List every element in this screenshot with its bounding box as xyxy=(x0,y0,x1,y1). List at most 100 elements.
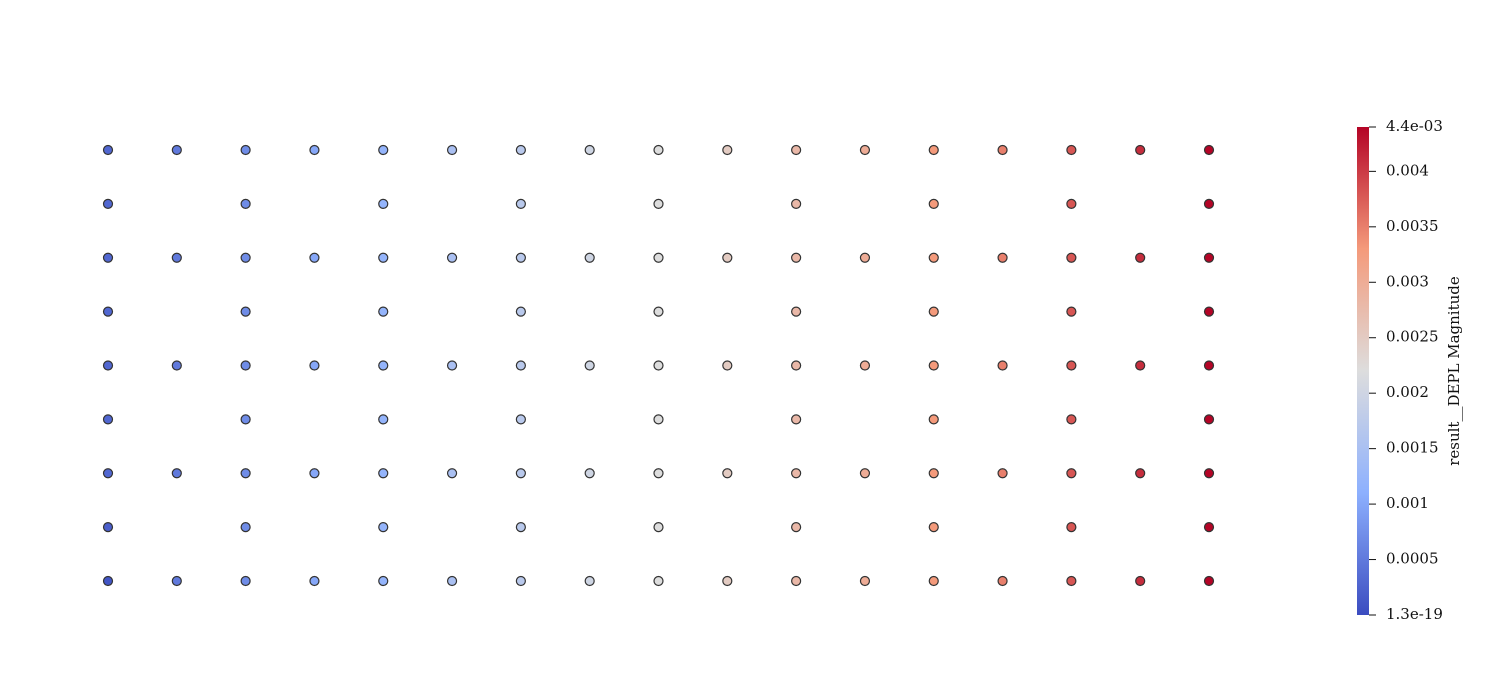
point xyxy=(584,575,595,587)
point xyxy=(928,252,939,263)
point xyxy=(378,468,389,479)
point xyxy=(1203,306,1215,317)
point xyxy=(653,144,664,156)
point xyxy=(791,414,802,425)
point xyxy=(928,522,939,533)
point xyxy=(722,575,733,587)
point xyxy=(1135,575,1146,587)
point xyxy=(378,360,389,371)
point xyxy=(171,144,182,156)
point xyxy=(240,414,251,425)
point xyxy=(722,144,733,156)
point xyxy=(722,468,733,479)
point xyxy=(722,252,733,263)
point xyxy=(791,198,802,209)
point xyxy=(997,144,1008,156)
point xyxy=(378,414,389,425)
point xyxy=(997,360,1008,371)
point xyxy=(928,360,939,371)
point xyxy=(515,522,526,533)
point xyxy=(446,468,458,479)
point xyxy=(1203,198,1215,209)
colorbar-tick-label: 0.003 xyxy=(1386,272,1429,290)
point xyxy=(1066,144,1077,156)
point xyxy=(515,252,526,263)
point xyxy=(791,575,802,587)
point xyxy=(309,360,320,371)
point xyxy=(653,522,664,533)
point xyxy=(240,522,251,533)
point xyxy=(515,360,526,371)
point xyxy=(446,252,458,263)
point xyxy=(171,252,182,263)
point xyxy=(515,306,526,317)
colorbar-tick-label: 0.0015 xyxy=(1386,439,1439,457)
point xyxy=(1066,414,1077,425)
point xyxy=(240,198,251,209)
point xyxy=(1066,252,1077,263)
point xyxy=(378,252,389,263)
point xyxy=(928,198,939,209)
point xyxy=(1203,252,1215,263)
point xyxy=(1135,252,1146,263)
point xyxy=(102,522,114,533)
point xyxy=(1066,522,1077,533)
point xyxy=(1203,522,1215,533)
point xyxy=(997,468,1008,479)
point xyxy=(515,144,526,156)
point xyxy=(928,144,939,156)
point xyxy=(102,360,114,371)
point xyxy=(584,144,595,156)
point xyxy=(102,414,114,425)
point xyxy=(1066,360,1077,371)
point xyxy=(928,414,939,425)
point xyxy=(653,306,664,317)
point xyxy=(1203,144,1215,156)
point xyxy=(859,575,871,587)
point xyxy=(102,198,114,209)
colorbar-tick-label: 1.3e-19 xyxy=(1386,605,1443,623)
point xyxy=(791,144,802,156)
point xyxy=(515,414,526,425)
point xyxy=(515,198,526,209)
point xyxy=(1135,360,1146,371)
point xyxy=(378,198,389,209)
point xyxy=(1066,575,1077,587)
point xyxy=(309,144,320,156)
point xyxy=(1066,468,1077,479)
point xyxy=(928,306,939,317)
point xyxy=(997,575,1008,587)
colorbar-tick-label: 4.4e-03 xyxy=(1386,117,1443,135)
point xyxy=(240,306,251,317)
point xyxy=(102,575,114,587)
point xyxy=(378,575,389,587)
point xyxy=(446,360,458,371)
point xyxy=(791,522,802,533)
point xyxy=(240,252,251,263)
point xyxy=(653,252,664,263)
point xyxy=(584,252,595,263)
point xyxy=(997,252,1008,263)
point xyxy=(1135,144,1146,156)
point xyxy=(240,360,251,371)
point xyxy=(791,306,802,317)
point xyxy=(240,575,251,587)
colorbar-tick-label: 0.0005 xyxy=(1386,550,1439,568)
colorbar-label: result__DEPL Magnitude xyxy=(1445,276,1463,466)
point xyxy=(102,144,114,156)
point xyxy=(240,144,251,156)
point xyxy=(1203,414,1215,425)
point xyxy=(859,144,871,156)
colorbar-tick-label: 0.0035 xyxy=(1386,217,1439,235)
point xyxy=(1066,306,1077,317)
point xyxy=(171,360,182,371)
point xyxy=(653,468,664,479)
point xyxy=(446,575,458,587)
point xyxy=(102,252,114,263)
point xyxy=(584,468,595,479)
point xyxy=(171,468,182,479)
colorbar-tick-label: 0.001 xyxy=(1386,494,1429,512)
point xyxy=(653,414,664,425)
point xyxy=(102,306,114,317)
point xyxy=(928,575,939,587)
